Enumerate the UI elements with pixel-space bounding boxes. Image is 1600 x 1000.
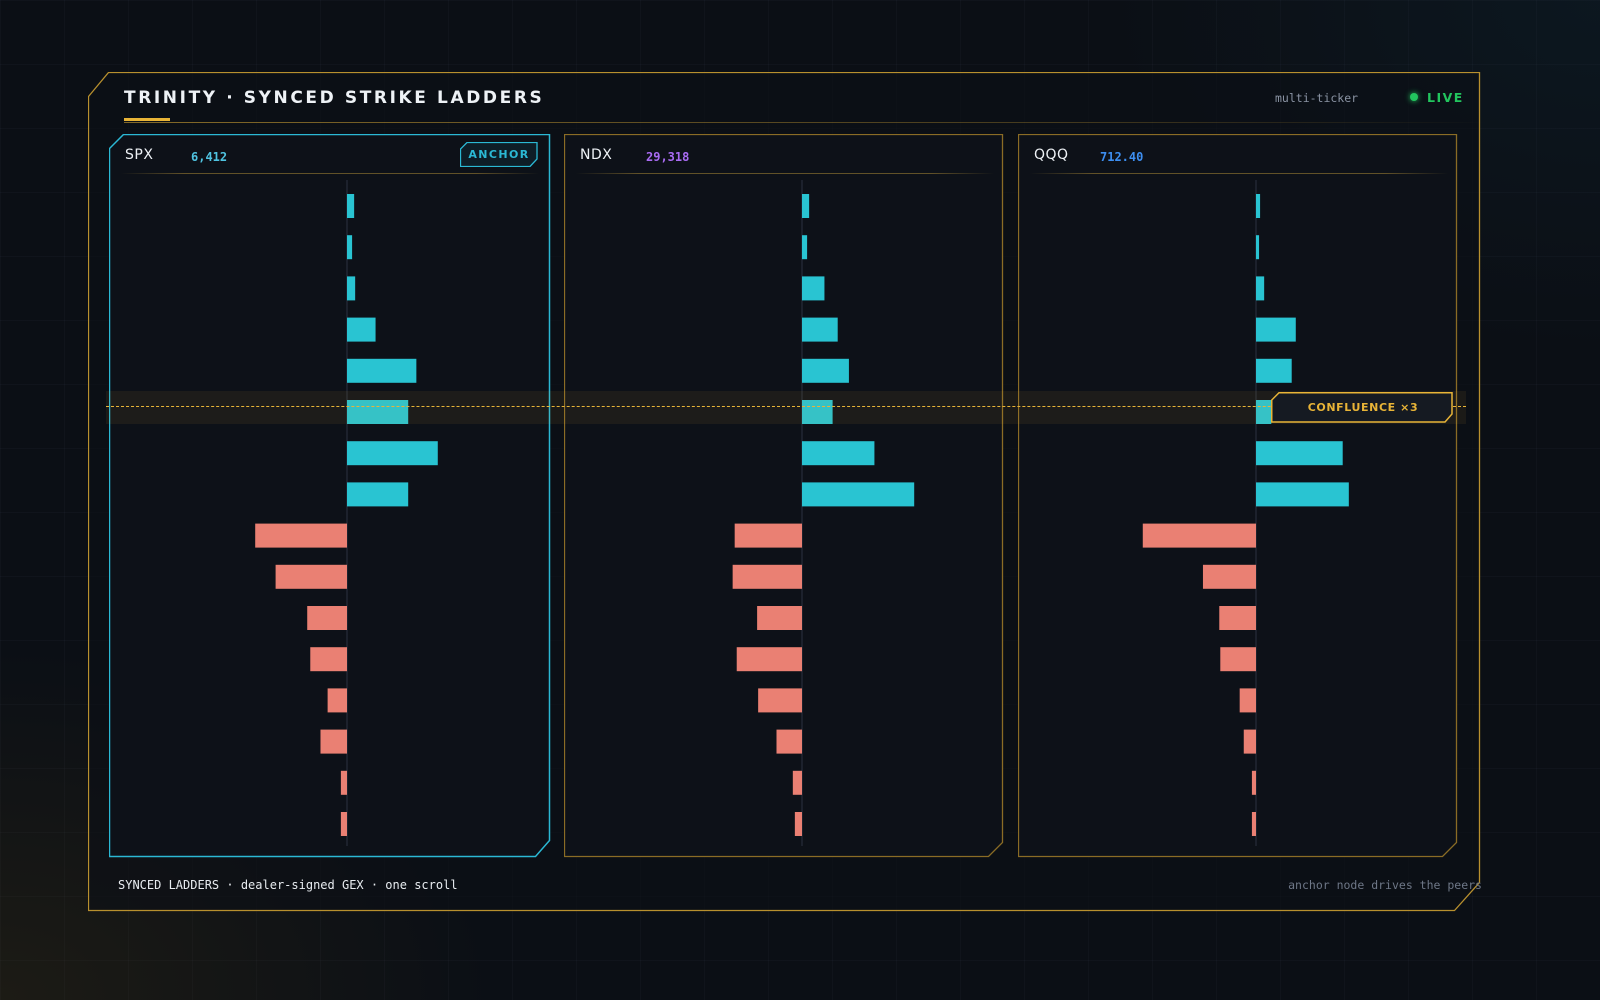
confluence-label: CONFLUENCE ×3 <box>1307 401 1419 414</box>
panel-border <box>1018 134 1458 858</box>
gex-bar-negative-15[interactable] <box>794 812 802 836</box>
gex-bar-negative-13[interactable] <box>320 729 347 754</box>
mode-label: multi-ticker <box>1275 91 1359 105</box>
gex-bar-negative-14[interactable] <box>792 770 802 795</box>
panel-divider <box>1030 173 1448 174</box>
gex-bar-negative-14[interactable] <box>340 770 347 795</box>
gex-bar-negative-9[interactable] <box>732 564 802 589</box>
ticker-symbol: QQQ <box>1034 147 1069 163</box>
footer-caption: SYNCED LADDERS · dealer-signed GEX · one… <box>118 878 458 892</box>
ticker-symbol: SPX <box>125 147 154 163</box>
gex-bar-positive-1[interactable] <box>347 235 353 260</box>
confluence-badge[interactable]: CONFLUENCE ×3 <box>1271 392 1455 423</box>
ladder-panel-spx[interactable]: SPX 6,412 ANCHOR <box>109 134 551 860</box>
gex-bar-positive-0[interactable] <box>802 194 810 218</box>
gex-bar-positive-5[interactable] <box>347 400 409 424</box>
gex-bar-negative-11[interactable] <box>310 647 347 672</box>
gex-bar-negative-10[interactable] <box>757 606 802 630</box>
page-title: TRINITY · SYNCED STRIKE LADDERS <box>124 88 545 108</box>
confluence-band <box>106 391 1466 424</box>
anchor-badge[interactable]: ANCHOR <box>460 142 538 167</box>
gex-bar-positive-1[interactable] <box>802 235 808 260</box>
panel-border <box>109 134 551 858</box>
ticker-price: 712.40 <box>1100 150 1144 164</box>
ladder-panel-qqq[interactable]: QQQ 712.40 <box>1018 134 1460 860</box>
gex-bar-negative-13[interactable] <box>776 729 803 754</box>
header-divider <box>124 122 1490 123</box>
gex-bar-positive-3[interactable] <box>347 317 376 342</box>
gex-bar-positive-2[interactable] <box>347 276 356 301</box>
footer-note: anchor node drives the peers <box>1288 878 1482 892</box>
gex-bar-positive-6[interactable] <box>1256 441 1343 466</box>
panel-divider <box>576 173 994 174</box>
gex-bar-positive-7[interactable] <box>1256 482 1349 507</box>
gex-bar-negative-11[interactable] <box>736 647 802 672</box>
panel-border <box>564 134 1004 858</box>
gex-ladder-chart <box>255 180 438 846</box>
live-indicator-icon <box>1410 93 1418 101</box>
gex-bar-positive-2[interactable] <box>802 276 825 301</box>
gex-bar-negative-11[interactable] <box>1220 647 1256 672</box>
gex-bar-positive-0[interactable] <box>347 194 355 218</box>
confluence-badge-frame <box>1271 392 1453 423</box>
live-status: LIVE <box>1427 90 1464 105</box>
gex-bar-positive-7[interactable] <box>802 482 915 507</box>
gex-bar-negative-15[interactable] <box>1251 812 1256 836</box>
gex-bar-negative-9[interactable] <box>1202 564 1256 589</box>
gex-bar-negative-14[interactable] <box>1251 770 1256 795</box>
gex-ladder-chart <box>732 180 915 846</box>
gex-bar-positive-2[interactable] <box>1256 276 1265 301</box>
gex-bar-positive-3[interactable] <box>802 317 838 342</box>
gex-bar-negative-13[interactable] <box>1243 729 1256 754</box>
gex-bar-negative-8[interactable] <box>255 523 347 548</box>
gex-bar-positive-4[interactable] <box>802 358 849 383</box>
ladder-panel-ndx[interactable]: NDX 29,318 <box>564 134 1006 860</box>
gex-bar-negative-15[interactable] <box>340 812 347 836</box>
gex-bar-positive-5[interactable] <box>802 400 833 424</box>
ticker-price: 29,318 <box>646 150 690 164</box>
gex-bar-positive-4[interactable] <box>347 358 417 383</box>
gex-bar-negative-12[interactable] <box>1239 688 1256 713</box>
gex-ladder-chart <box>1142 180 1349 846</box>
ticker-symbol: NDX <box>580 147 613 163</box>
main-frame: TRINITY · SYNCED STRIKE LADDERS multi-ti… <box>88 72 1512 934</box>
gex-bar-negative-12[interactable] <box>327 688 347 713</box>
gex-bar-negative-10[interactable] <box>307 606 347 630</box>
confluence-line <box>106 406 1466 407</box>
gex-bar-positive-0[interactable] <box>1256 194 1261 218</box>
gex-bar-positive-1[interactable] <box>1256 235 1260 260</box>
gex-bar-negative-8[interactable] <box>734 523 802 548</box>
gex-bar-negative-12[interactable] <box>758 688 802 713</box>
gex-bar-negative-8[interactable] <box>1142 523 1256 548</box>
ticker-price: 6,412 <box>191 150 228 164</box>
panel-divider <box>121 173 539 174</box>
anchor-badge-frame <box>460 142 538 167</box>
title-underline <box>124 118 170 121</box>
gex-bar-positive-3[interactable] <box>1256 317 1296 342</box>
gex-bar-positive-6[interactable] <box>802 441 875 466</box>
gex-bar-negative-9[interactable] <box>275 564 347 589</box>
gex-bar-positive-4[interactable] <box>1256 358 1292 383</box>
gex-bar-positive-6[interactable] <box>347 441 438 466</box>
anchor-badge-label: ANCHOR <box>468 148 530 161</box>
gex-bar-positive-7[interactable] <box>347 482 409 507</box>
gex-bar-negative-10[interactable] <box>1219 606 1256 630</box>
